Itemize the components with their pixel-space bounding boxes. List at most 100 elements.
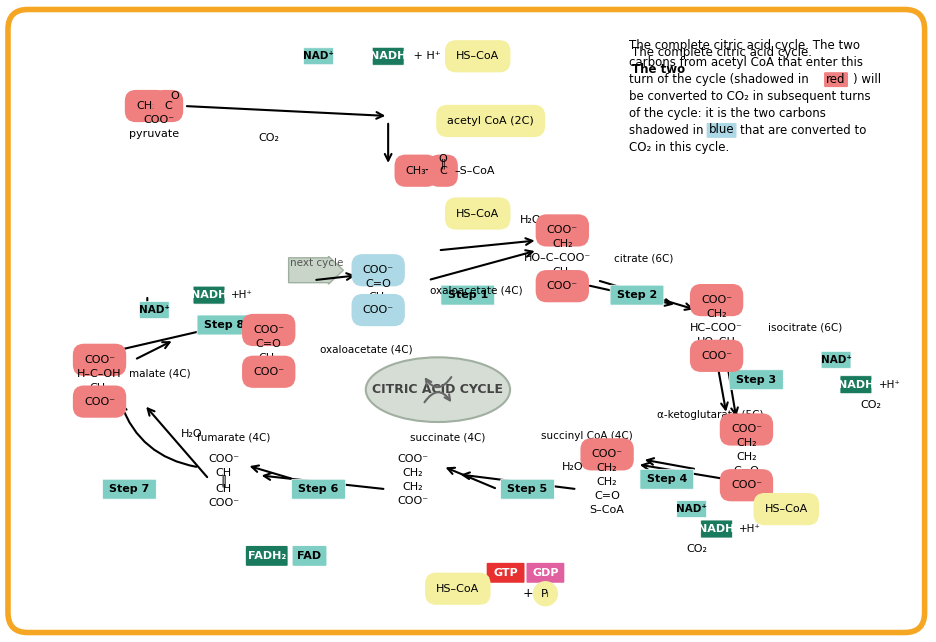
Text: COO⁻: COO⁻ [591, 449, 622, 460]
Text: C=O: C=O [593, 491, 620, 501]
FancyBboxPatch shape [823, 72, 847, 87]
FancyBboxPatch shape [245, 546, 287, 566]
Text: be converted to CO₂ in subsequent turns: be converted to CO₂ in subsequent turns [628, 90, 870, 103]
Text: CH₂: CH₂ [402, 482, 423, 492]
Text: HO–C–COO⁻: HO–C–COO⁻ [523, 254, 591, 263]
Text: HS–CoA: HS–CoA [456, 209, 499, 218]
FancyBboxPatch shape [729, 370, 782, 390]
Text: CH₂: CH₂ [596, 464, 617, 473]
FancyBboxPatch shape [372, 48, 403, 65]
Text: HO–CH: HO–CH [696, 337, 736, 347]
Text: CO₂: CO₂ [685, 544, 707, 554]
FancyBboxPatch shape [291, 479, 345, 499]
Text: COO⁻: COO⁻ [730, 424, 761, 435]
FancyBboxPatch shape [102, 479, 156, 499]
Text: CO₂: CO₂ [258, 133, 279, 143]
Text: CH: CH [215, 484, 232, 494]
Text: Step 7: Step 7 [110, 484, 150, 494]
Text: red: red [826, 73, 845, 85]
Text: CH₂: CH₂ [402, 468, 423, 478]
Circle shape [533, 582, 557, 605]
FancyBboxPatch shape [839, 376, 870, 394]
Text: ‖: ‖ [440, 159, 445, 169]
FancyBboxPatch shape [706, 123, 736, 138]
Text: succinyl CoA (4C): succinyl CoA (4C) [541, 431, 633, 442]
Text: carbons from acetyl CoA that enter this: carbons from acetyl CoA that enter this [628, 56, 862, 69]
Text: Step 3: Step 3 [736, 375, 776, 385]
FancyBboxPatch shape [7, 10, 924, 632]
FancyBboxPatch shape [526, 563, 563, 583]
FancyBboxPatch shape [193, 286, 225, 304]
Text: O: O [438, 154, 446, 164]
Text: –S–CoA: –S–CoA [454, 166, 495, 176]
Text: C=O: C=O [733, 466, 758, 476]
Text: C=O: C=O [256, 339, 282, 349]
Text: NADH: NADH [837, 379, 873, 390]
FancyBboxPatch shape [820, 351, 850, 369]
Text: COO⁻: COO⁻ [208, 498, 240, 508]
Text: C=O: C=O [365, 279, 390, 289]
Text: of the cycle: it is the two carbons: of the cycle: it is the two carbons [628, 107, 825, 120]
Text: oxaloacetate (4C): oxaloacetate (4C) [320, 345, 413, 355]
Text: +H⁺: +H⁺ [230, 290, 253, 300]
Text: Step 4: Step 4 [646, 474, 686, 484]
Text: Step 2: Step 2 [616, 290, 656, 300]
Text: Step 1: Step 1 [447, 290, 488, 300]
Text: CO₂ in this cycle.: CO₂ in this cycle. [628, 141, 728, 154]
Text: COO⁻: COO⁻ [362, 305, 393, 315]
Text: COO⁻: COO⁻ [730, 480, 761, 490]
Ellipse shape [365, 358, 509, 422]
FancyBboxPatch shape [441, 285, 494, 305]
Text: oxaloacetate (4C): oxaloacetate (4C) [430, 285, 522, 295]
Text: pyruvate: pyruvate [129, 129, 179, 139]
Text: COO⁻: COO⁻ [143, 115, 175, 125]
Text: COO⁻: COO⁻ [700, 351, 731, 361]
Text: HS–CoA: HS–CoA [764, 504, 807, 514]
Text: COO⁻: COO⁻ [84, 355, 115, 365]
Text: COO⁻: COO⁻ [397, 496, 428, 506]
Text: isocitrate (6C): isocitrate (6C) [768, 323, 841, 333]
Text: CO₂: CO₂ [859, 399, 881, 410]
Text: -: - [154, 99, 158, 113]
Text: acetyl CoA (2C): acetyl CoA (2C) [446, 116, 534, 126]
Text: CH₂: CH₂ [258, 353, 279, 363]
Text: NAD⁺: NAD⁺ [676, 504, 707, 514]
Text: The two: The two [631, 63, 684, 76]
Text: ) will: ) will [852, 73, 880, 86]
Text: citrate (6C): citrate (6C) [613, 254, 673, 263]
FancyArrow shape [288, 256, 343, 284]
Text: COO⁻: COO⁻ [253, 325, 284, 335]
Text: COO⁻: COO⁻ [362, 265, 393, 275]
Text: NADH: NADH [697, 524, 734, 534]
Text: fumarate (4C): fumarate (4C) [197, 433, 271, 442]
Text: COO⁻: COO⁻ [253, 367, 284, 377]
Text: H₂O: H₂O [519, 216, 541, 225]
Text: HS–CoA: HS–CoA [436, 584, 479, 594]
FancyBboxPatch shape [292, 546, 326, 566]
Text: CH₂: CH₂ [89, 383, 110, 393]
Text: CH₃: CH₃ [136, 101, 156, 111]
Text: that are converted to: that are converted to [739, 124, 866, 137]
Text: Pᵢ: Pᵢ [540, 589, 549, 599]
Text: C: C [439, 166, 446, 176]
Text: α-ketoglutarate (5C): α-ketoglutarate (5C) [656, 410, 763, 420]
Text: succinate (4C): succinate (4C) [410, 433, 485, 442]
FancyBboxPatch shape [139, 302, 169, 318]
Text: CH₂: CH₂ [551, 267, 572, 277]
Text: CH₂: CH₂ [596, 477, 617, 487]
Text: CH₂: CH₂ [706, 309, 726, 319]
Text: H₂O: H₂O [181, 429, 203, 440]
Text: CITRIC ACID CYCLE: CITRIC ACID CYCLE [372, 383, 503, 396]
Text: S–CoA: S–CoA [589, 505, 624, 515]
Text: NAD⁺: NAD⁺ [820, 355, 851, 365]
FancyBboxPatch shape [639, 469, 693, 489]
Text: The complete citric acid cycle.: The complete citric acid cycle. [631, 46, 815, 59]
Text: CH₂: CH₂ [368, 292, 388, 302]
Text: COO⁻: COO⁻ [547, 225, 578, 236]
Text: CH₂: CH₂ [736, 453, 756, 462]
Text: +H⁺: +H⁺ [738, 524, 759, 534]
Text: ‖: ‖ [221, 474, 227, 488]
Text: NADH: NADH [370, 51, 406, 61]
Text: NAD⁺: NAD⁺ [302, 51, 333, 61]
Text: CH₂: CH₂ [551, 239, 572, 249]
